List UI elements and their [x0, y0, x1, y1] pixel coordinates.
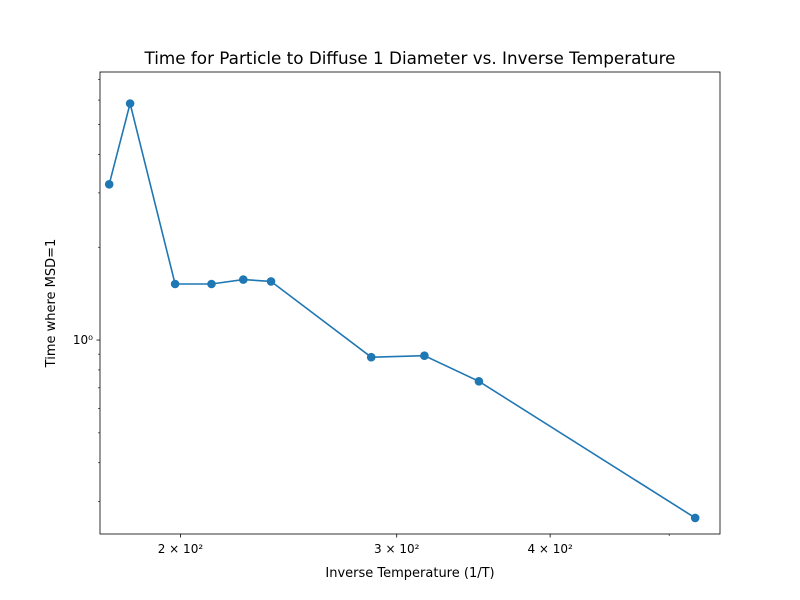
y-tick-label: 10⁰: [73, 333, 93, 347]
data-point: [239, 275, 248, 284]
data-point: [170, 279, 180, 289]
x-tick-label: 2 × 10²: [158, 542, 204, 556]
series-layer: [104, 99, 700, 523]
y-axis-label: Time where MSD=1: [44, 239, 59, 369]
x-axis-label: Inverse Temperature (1/T): [325, 566, 494, 581]
data-point: [474, 377, 484, 386]
series-line: [108, 103, 696, 519]
x-tick-label: 3 × 10²: [374, 542, 420, 556]
chart-title: Time for Particle to Diffuse 1 Diameter …: [144, 48, 676, 68]
data-point: [266, 277, 276, 286]
x-ticks: 2 × 10² 3 × 10² 4 × 10²: [158, 534, 670, 556]
data-point: [366, 352, 376, 362]
plot-area: [100, 72, 720, 534]
plot-frame: [99, 71, 721, 535]
y-ticks: 10⁰: [73, 79, 100, 502]
data-point: [690, 513, 700, 523]
data-point: [207, 279, 216, 289]
x-tick-label: 4 × 10²: [527, 542, 573, 556]
data-point: [125, 99, 135, 108]
data-point: [104, 180, 114, 189]
data-point: [420, 351, 429, 361]
